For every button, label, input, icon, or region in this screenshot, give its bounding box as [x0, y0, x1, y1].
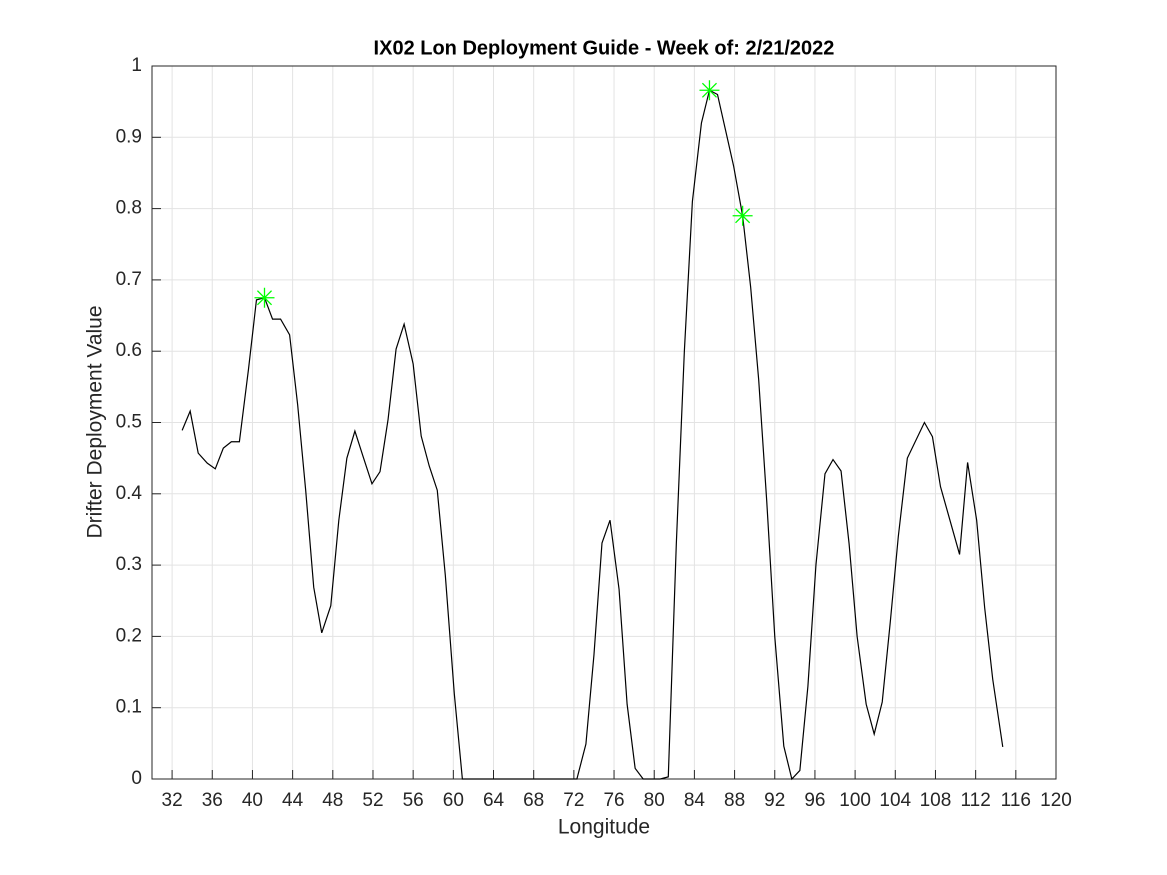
data-line: [181, 89, 1004, 781]
y-tick-label: 0.5: [116, 412, 142, 433]
y-tick-label: 0.6: [116, 340, 142, 361]
x-tick-label: 44: [282, 790, 304, 811]
x-tick-label: 76: [603, 790, 624, 811]
y-tick-label: 1: [131, 55, 142, 76]
x-tick-label: 104: [879, 790, 911, 811]
x-tick-label: 80: [644, 790, 665, 811]
x-tick-label: 84: [684, 790, 706, 811]
y-tick-label: 0.1: [116, 697, 142, 718]
y-tick-label: 0.9: [116, 126, 142, 147]
y-tick-label: 0.3: [116, 554, 142, 575]
marker: [254, 287, 275, 308]
x-tick-label: 52: [362, 790, 383, 811]
plot-frame: [151, 65, 1057, 780]
x-tick-label: 56: [403, 790, 424, 811]
y-tick-label: 0.4: [116, 483, 143, 504]
x-tick-label: 32: [162, 790, 183, 811]
x-tick-label: 116: [1001, 790, 1031, 811]
y-axis-label: Drifter Deployment Value: [84, 305, 107, 538]
x-tick-label: 68: [523, 790, 544, 811]
y-tick-label: 0.7: [116, 269, 142, 290]
x-tick-label: 112: [960, 790, 990, 811]
x-tick-label: 48: [322, 790, 343, 811]
y-tick-label: 0.8: [116, 198, 142, 219]
chart-title: IX02 Lon Deployment Guide - Week of: 2/2…: [374, 37, 835, 59]
x-tick-label: 40: [242, 790, 263, 811]
x-tick-label: 96: [804, 790, 825, 811]
x-axis-label: Longitude: [558, 816, 650, 839]
x-tick-label: 88: [724, 790, 745, 811]
marker: [732, 205, 753, 226]
marker: [699, 80, 720, 101]
x-tick-label: 100: [839, 790, 871, 811]
x-tick-label: 72: [563, 790, 584, 811]
x-tick-label: 108: [920, 790, 952, 811]
y-tick-label: 0: [131, 768, 142, 789]
x-tick-label: 120: [1040, 790, 1072, 811]
x-tick-label: 92: [764, 790, 785, 811]
x-tick-label: 60: [443, 790, 464, 811]
x-tick-label: 36: [202, 790, 223, 811]
x-tick-label: 64: [483, 790, 505, 811]
y-tick-label: 0.2: [116, 625, 142, 646]
